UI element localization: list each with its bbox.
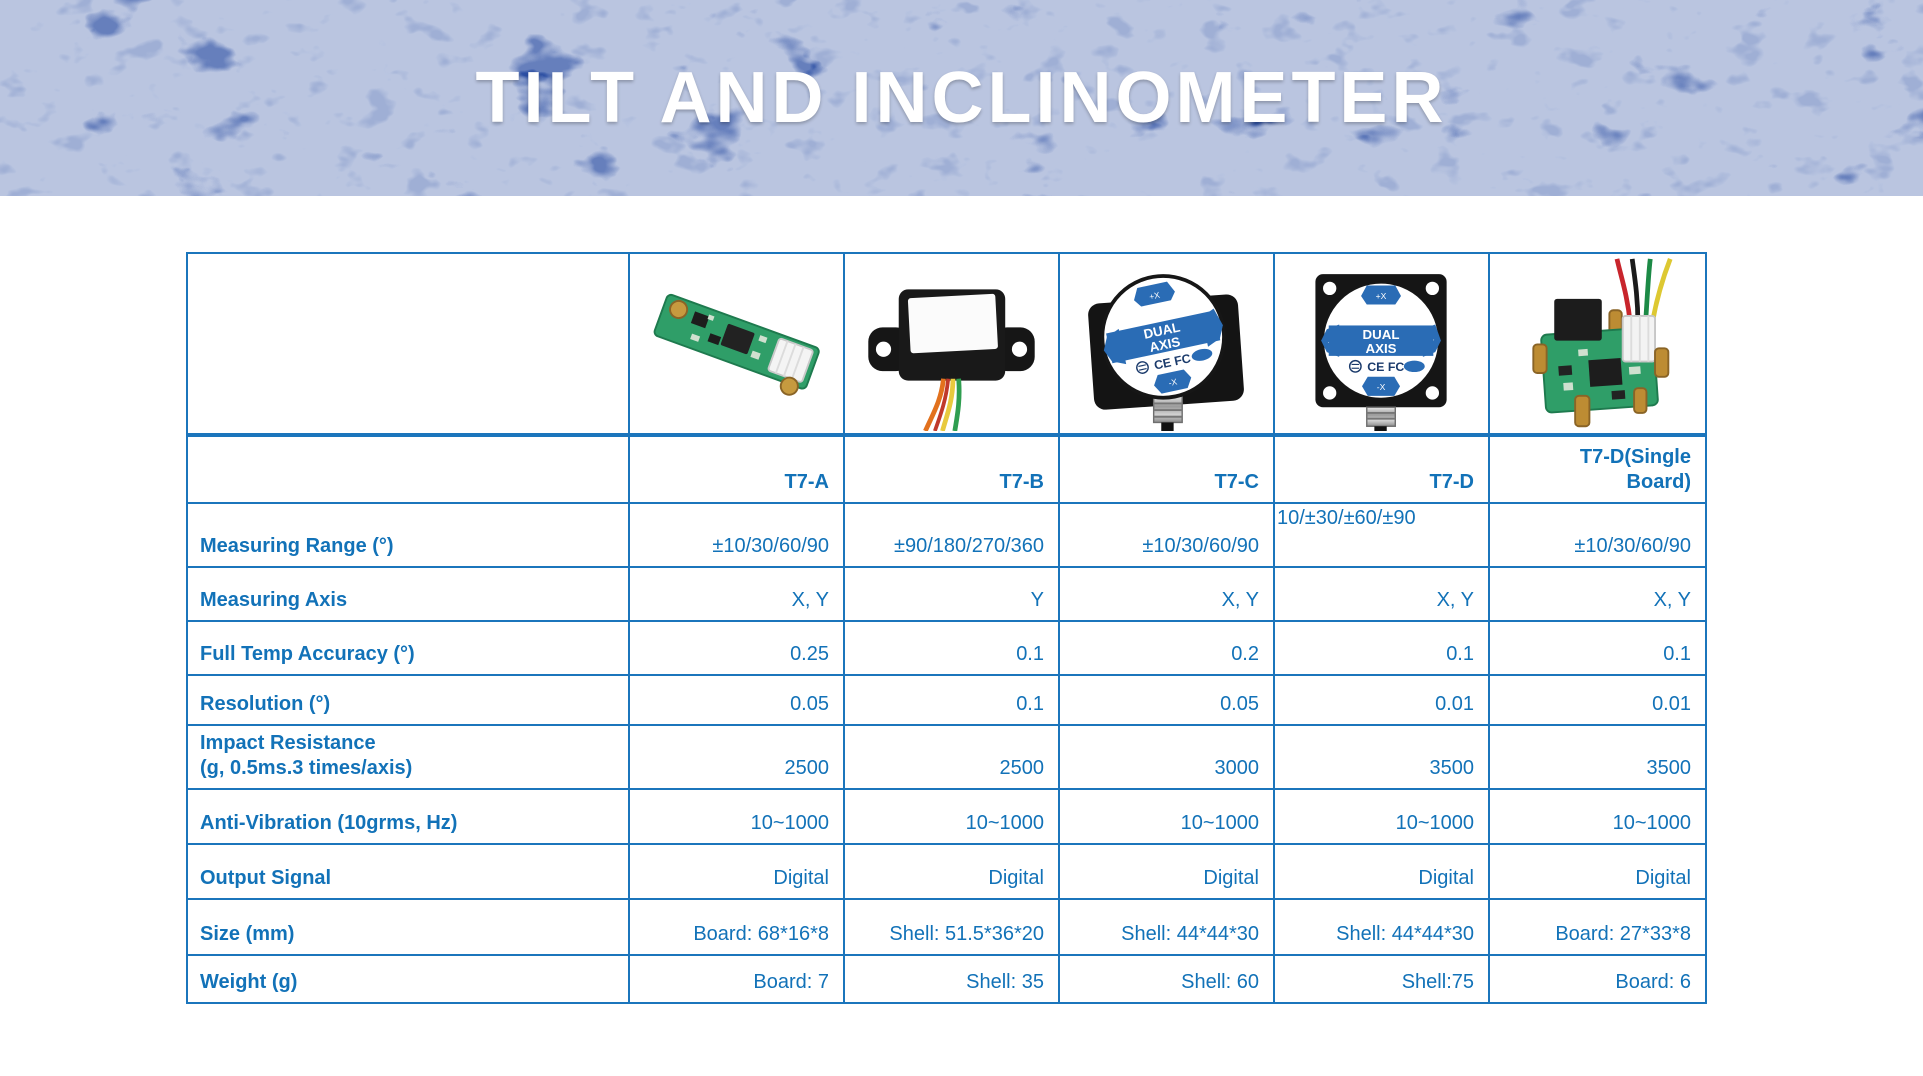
anti-vibration-t7-d-single-board: 10~1000	[1612, 812, 1691, 834]
measuring-range-t7-a: ±10/30/60/90	[630, 504, 845, 566]
resolution-t7-d-single-board: 0.01	[1652, 693, 1691, 715]
impact-resistance-t7-d: 3500	[1275, 726, 1490, 788]
resolution-t7-d: 0.01	[1275, 676, 1490, 724]
weight-t7-b: Shell: 35	[845, 956, 1060, 1002]
impact-resistance-row: Impact Resistance (g, 0.5ms.3 times/axis…	[188, 726, 1705, 790]
model-name-t7-c: T7-C	[1060, 437, 1275, 502]
product-image-t7-b	[845, 254, 1060, 433]
row-label-size: Size (mm)	[188, 900, 630, 954]
size-t7-a: Board: 68*16*8	[630, 900, 845, 954]
row-label-weight: Weight (g)	[188, 956, 630, 1002]
measuring-range-row: Measuring Range (°) ±10/30/60/90 ±90/180/2…	[188, 504, 1705, 568]
model-name-t7-b: T7-B	[845, 437, 1060, 502]
model-name-t7-d: T7-D	[1275, 437, 1490, 502]
model-name-t7-d-single-board: T7-D(Single Board)	[1579, 446, 1691, 493]
svg-text:-X: -X	[1377, 382, 1386, 392]
measuring-axis-t7-a: X, Y	[630, 568, 845, 620]
weight-t7-d-single-board: Board: 6	[1615, 971, 1691, 993]
measuring-range-t7-d-single-board: ±10/30/60/90	[1574, 535, 1691, 557]
output-signal-t7-c: Digital	[1060, 845, 1275, 898]
measuring-axis-t7-d: X, Y	[1275, 568, 1490, 620]
svg-text:AXIS: AXIS	[1148, 333, 1182, 354]
measuring-axis-t7-b: Y	[845, 568, 1060, 620]
marble-texture	[0, 0, 1923, 196]
model-name-t7-a: T7-A	[630, 437, 845, 502]
product-image-t7-c: +X +Y +Y -X DUAL AXIS CE FC	[1060, 254, 1275, 433]
svg-text:CE FC: CE FC	[1367, 360, 1404, 374]
resolution-t7-c: 0.05	[1060, 676, 1275, 724]
product-image-t7-d: +X +Y -Y -X DUAL AXIS CE FC	[1275, 254, 1490, 433]
svg-text:-X: -X	[1168, 376, 1179, 388]
output-signal-row: Output Signal Digital Digital Digital Digita…	[188, 845, 1705, 900]
measuring-range-t7-b: ±90/180/270/360	[845, 504, 1060, 566]
model-row-empty-label	[188, 437, 630, 502]
impact-resistance-t7-d-single-board: 3500	[1646, 757, 1692, 779]
svg-text:DUAL: DUAL	[1363, 326, 1400, 341]
measuring-range-t7-c: ±10/30/60/90	[1060, 504, 1275, 566]
row-label-anti-vibration: Anti-Vibration (10grms, Hz)	[188, 790, 630, 843]
header-banner: TILT AND INCLINOMETER	[0, 0, 1923, 196]
spec-table: +X +Y +Y -X DUAL AXIS CE FC +X +Y -Y -X …	[186, 252, 1707, 1004]
row-label-output-signal: Output Signal	[188, 845, 630, 898]
impact-resistance-t7-a: 2500	[630, 726, 845, 788]
product-image-t7-d-single-board	[1490, 254, 1705, 433]
output-signal-t7-d: Digital	[1275, 845, 1490, 898]
size-row: Size (mm) Board: 68*16*8 Shell: 51.5*36*20…	[188, 900, 1705, 956]
row-label-measuring-axis: Measuring Axis	[188, 568, 630, 620]
size-t7-d: Shell: 44*44*30	[1275, 900, 1490, 954]
svg-text:AXIS: AXIS	[1366, 341, 1397, 356]
product-image-t7-a	[630, 254, 845, 433]
row-label-resolution: Resolution (°)	[188, 676, 630, 724]
full-temp-accuracy-row: Full Temp Accuracy (°) 0.25 0.1 0.2 0.1 0.1	[188, 622, 1705, 676]
output-signal-t7-a: Digital	[630, 845, 845, 898]
anti-vibration-t7-c: 10~1000	[1060, 790, 1275, 843]
weight-t7-a: Board: 7	[630, 956, 845, 1002]
full-temp-accuracy-t7-d: 0.1	[1275, 622, 1490, 674]
measuring-axis-t7-d-single-board: X, Y	[1653, 589, 1691, 611]
full-temp-accuracy-t7-b: 0.1	[845, 622, 1060, 674]
row-label-impact-resistance: Impact Resistance (g, 0.5ms.3 times/axis…	[188, 726, 630, 788]
size-t7-c: Shell: 44*44*30	[1060, 900, 1275, 954]
svg-text:+X: +X	[1148, 289, 1161, 301]
anti-vibration-row: Anti-Vibration (10grms, Hz) 10~1000 10~100…	[188, 790, 1705, 845]
weight-t7-c: Shell: 60	[1060, 956, 1275, 1002]
weight-row: Weight (g) Board: 7 Shell: 35 Shell: 60 Shel…	[188, 956, 1705, 1002]
product-image-row: +X +Y +Y -X DUAL AXIS CE FC +X +Y -Y -X …	[188, 254, 1705, 437]
impact-resistance-t7-c: 3000	[1060, 726, 1275, 788]
output-signal-t7-b: Digital	[845, 845, 1060, 898]
anti-vibration-t7-b: 10~1000	[845, 790, 1060, 843]
measuring-axis-t7-c: X, Y	[1060, 568, 1275, 620]
full-temp-accuracy-t7-a: 0.25	[630, 622, 845, 674]
measuring-range-t7-d: 10/±30/±60/±90	[1275, 504, 1490, 566]
svg-text:+X: +X	[1376, 290, 1387, 300]
output-signal-t7-d-single-board: Digital	[1635, 867, 1691, 889]
resolution-row: Resolution (°) 0.05 0.1 0.05 0.01 0.01	[188, 676, 1705, 726]
weight-t7-d: Shell:75	[1275, 956, 1490, 1002]
row-label-measuring-range: Measuring Range (°)	[188, 504, 630, 566]
page-title: TILT AND INCLINOMETER	[475, 58, 1448, 138]
row-label-full-temp-accuracy: Full Temp Accuracy (°)	[188, 622, 630, 674]
full-temp-accuracy-t7-c: 0.2	[1060, 622, 1275, 674]
impact-resistance-t7-b: 2500	[845, 726, 1060, 788]
anti-vibration-t7-d: 10~1000	[1275, 790, 1490, 843]
model-name-row: T7-A T7-B T7-C T7-D T7-D(Single Board)	[188, 437, 1705, 504]
size-t7-d-single-board: Board: 27*33*8	[1555, 923, 1691, 945]
resolution-t7-b: 0.1	[845, 676, 1060, 724]
size-t7-b: Shell: 51.5*36*20	[845, 900, 1060, 954]
full-temp-accuracy-t7-d-single-board: 0.1	[1663, 643, 1691, 665]
corner-empty-cell	[188, 254, 630, 433]
resolution-t7-a: 0.05	[630, 676, 845, 724]
anti-vibration-t7-a: 10~1000	[630, 790, 845, 843]
measuring-axis-row: Measuring Axis X, Y Y X, Y X, Y X, Y	[188, 568, 1705, 622]
